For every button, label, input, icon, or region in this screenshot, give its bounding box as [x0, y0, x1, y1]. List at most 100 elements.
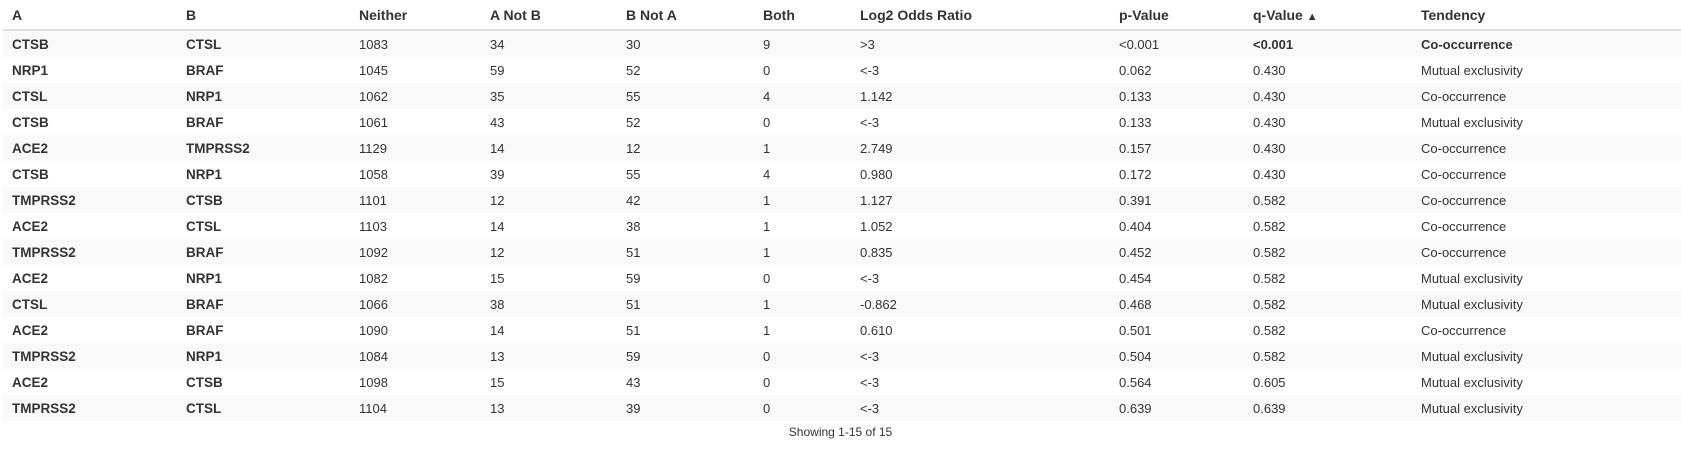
cell-log2: <-3	[851, 369, 1110, 395]
cell-log2: >3	[851, 30, 1110, 57]
cell-tendency: Co-occurrence	[1412, 239, 1681, 265]
cell-tendency: Mutual exclusivity	[1412, 57, 1681, 83]
cell-a[interactable]: CTSL	[3, 83, 177, 109]
cell-b[interactable]: CTSB	[177, 369, 350, 395]
cell-q: 0.582	[1244, 213, 1412, 239]
table-row: NRP1 BRAF 1045 59 52 0 <-3 0.062 0.430 Mutual exc…	[3, 57, 1681, 83]
cell-q: 0.605	[1244, 369, 1412, 395]
table-row: CTSB CTSL 1083 34 30 9 >3 <0.001 <0.001 Co-occurr…	[3, 30, 1681, 57]
cell-p: 0.157	[1110, 135, 1244, 161]
cell-both: 0	[754, 265, 851, 291]
cell-b-not-a: 52	[617, 109, 754, 135]
cell-b-not-a: 52	[617, 57, 754, 83]
cell-log2: 1.127	[851, 187, 1110, 213]
cell-log2: 2.749	[851, 135, 1110, 161]
column-header-log2[interactable]: Log2 Odds Ratio	[851, 0, 1110, 31]
cell-q: 0.582	[1244, 187, 1412, 213]
column-header-neither[interactable]: Neither	[350, 0, 481, 31]
cell-both: 1	[754, 291, 851, 317]
cell-neither: 1083	[350, 30, 481, 57]
cell-b-not-a: 43	[617, 369, 754, 395]
cell-a[interactable]: ACE2	[3, 213, 177, 239]
cell-a[interactable]: ACE2	[3, 317, 177, 343]
table-body: CTSB CTSL 1083 34 30 9 >3 <0.001 <0.001 Co-occurr…	[3, 30, 1681, 421]
cell-log2: 0.610	[851, 317, 1110, 343]
cell-b[interactable]: NRP1	[177, 83, 350, 109]
cell-tendency: Co-occurrence	[1412, 135, 1681, 161]
column-header-a[interactable]: A	[3, 0, 177, 31]
cell-b[interactable]: CTSL	[177, 395, 350, 421]
cell-tendency: Mutual exclusivity	[1412, 291, 1681, 317]
cell-tendency: Co-occurrence	[1412, 161, 1681, 187]
cell-b[interactable]: NRP1	[177, 161, 350, 187]
cell-p: 0.133	[1110, 109, 1244, 135]
cell-a-not-b: 34	[481, 30, 617, 57]
cell-b[interactable]: BRAF	[177, 57, 350, 83]
cell-neither: 1104	[350, 395, 481, 421]
cell-tendency: Co-occurrence	[1412, 30, 1681, 57]
cell-both: 1	[754, 239, 851, 265]
cell-b[interactable]: BRAF	[177, 291, 350, 317]
cell-a[interactable]: TMPRSS2	[3, 187, 177, 213]
cell-a[interactable]: TMPRSS2	[3, 239, 177, 265]
column-header-q[interactable]: q-Value ▲	[1244, 0, 1412, 31]
cell-p: 0.133	[1110, 83, 1244, 109]
cell-b-not-a: 59	[617, 265, 754, 291]
cell-b[interactable]: NRP1	[177, 265, 350, 291]
column-header-both[interactable]: Both	[754, 0, 851, 31]
cell-a[interactable]: CTSB	[3, 109, 177, 135]
cell-tendency: Co-occurrence	[1412, 187, 1681, 213]
cell-p: 0.172	[1110, 161, 1244, 187]
sort-ascending-icon: ▲	[1306, 10, 1318, 23]
cell-b[interactable]: BRAF	[177, 317, 350, 343]
column-header-label: Both	[763, 6, 795, 23]
cell-a-not-b: 12	[481, 187, 617, 213]
cell-a[interactable]: CTSB	[3, 161, 177, 187]
cell-a[interactable]: ACE2	[3, 135, 177, 161]
cell-a[interactable]: NRP1	[3, 57, 177, 83]
cell-tendency: Mutual exclusivity	[1412, 369, 1681, 395]
column-header-a-not-b[interactable]: A Not B	[481, 0, 617, 31]
cell-b[interactable]: TMPRSS2	[177, 135, 350, 161]
column-header-label: A	[12, 6, 23, 23]
cell-neither: 1103	[350, 213, 481, 239]
cell-p: 0.504	[1110, 343, 1244, 369]
co-occurrence-table: A B Neither A Not B B Not A Both Log2 Odds Rat…	[3, 0, 1681, 421]
cell-q: 0.582	[1244, 317, 1412, 343]
cell-a-not-b: 14	[481, 317, 617, 343]
cell-neither: 1061	[350, 109, 481, 135]
cell-b-not-a: 51	[617, 291, 754, 317]
column-header-label: B Not A	[626, 6, 677, 23]
cell-b[interactable]: BRAF	[177, 109, 350, 135]
cell-q: 0.582	[1244, 265, 1412, 291]
cell-log2: 1.142	[851, 83, 1110, 109]
table-row: ACE2 NRP1 1082 15 59 0 <-3 0.454 0.582 Mutual exc…	[3, 265, 1681, 291]
cell-b[interactable]: CTSB	[177, 187, 350, 213]
cell-b[interactable]: CTSL	[177, 30, 350, 57]
cell-a[interactable]: TMPRSS2	[3, 395, 177, 421]
cell-q: 0.582	[1244, 343, 1412, 369]
cell-a[interactable]: ACE2	[3, 369, 177, 395]
cell-b-not-a: 51	[617, 317, 754, 343]
cell-both: 9	[754, 30, 851, 57]
cell-a[interactable]: CTSB	[3, 30, 177, 57]
cell-a-not-b: 14	[481, 213, 617, 239]
cell-b[interactable]: NRP1	[177, 343, 350, 369]
column-header-p[interactable]: p-Value	[1110, 0, 1244, 31]
column-header-b[interactable]: B	[177, 0, 350, 31]
cell-b[interactable]: CTSL	[177, 213, 350, 239]
cell-both: 0	[754, 369, 851, 395]
cell-a-not-b: 12	[481, 239, 617, 265]
cell-neither: 1045	[350, 57, 481, 83]
cell-a[interactable]: TMPRSS2	[3, 343, 177, 369]
column-header-b-not-a[interactable]: B Not A	[617, 0, 754, 31]
column-header-tendency[interactable]: Tendency	[1412, 0, 1681, 31]
cell-q: 0.430	[1244, 83, 1412, 109]
cell-a[interactable]: ACE2	[3, 265, 177, 291]
cell-both: 0	[754, 109, 851, 135]
cell-log2: <-3	[851, 265, 1110, 291]
cell-neither: 1098	[350, 369, 481, 395]
cell-b[interactable]: BRAF	[177, 239, 350, 265]
cell-a-not-b: 13	[481, 395, 617, 421]
cell-a[interactable]: CTSL	[3, 291, 177, 317]
